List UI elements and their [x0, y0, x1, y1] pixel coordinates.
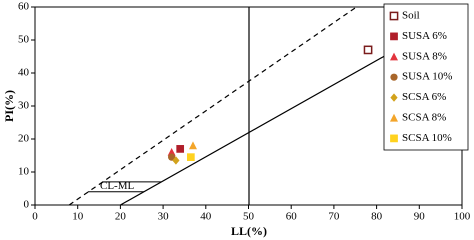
x-tick-label: 100	[454, 211, 471, 223]
legend-label: SUSA 8%	[402, 50, 447, 62]
legend-marker	[389, 11, 399, 21]
y-tick-label: 50	[18, 34, 30, 46]
x-tick-label: 0	[32, 211, 38, 223]
legend-marker	[390, 93, 398, 102]
data-point	[188, 141, 197, 150]
legend-marker	[390, 52, 398, 61]
data-point	[363, 45, 373, 55]
data-point	[168, 153, 176, 161]
legend-label: SUSA 6%	[402, 30, 447, 42]
legend-box	[383, 3, 469, 151]
legend-marker	[390, 134, 398, 143]
legend-marker	[390, 113, 398, 122]
x-tick-label: 80	[371, 211, 383, 223]
x-axis-title: LL(%)	[231, 224, 267, 238]
y-axis-title: PI(%)	[2, 90, 16, 122]
y-tick-label: 0	[24, 199, 30, 211]
x-tick-label: 20	[115, 211, 127, 223]
x-tick-label: 40	[200, 211, 212, 223]
annotation: CL-ML	[100, 180, 135, 192]
x-tick-label: 10	[72, 211, 84, 223]
a-line	[120, 46, 401, 206]
x-tick-label: 50	[243, 211, 255, 223]
data-point	[172, 156, 180, 165]
u-line	[68, 6, 357, 206]
legend-marker	[390, 32, 398, 41]
legend-label: SCSA 6%	[402, 91, 446, 103]
y-tick-label: 30	[18, 100, 30, 112]
y-tick-label: 60	[18, 1, 30, 13]
legend-label: SUSA 10%	[402, 71, 452, 83]
data-point	[167, 148, 176, 156]
x-tick-label: 90	[414, 211, 426, 223]
x-tick-label: 30	[158, 211, 170, 223]
legend-label: Soil	[402, 10, 420, 22]
x-tick-label: 70	[328, 211, 340, 223]
legend-marker	[390, 73, 398, 81]
y-tick-label: 10	[18, 166, 30, 178]
y-tick-label: 20	[18, 133, 30, 145]
x-tick-label: 60	[286, 211, 298, 223]
data-point	[187, 153, 195, 162]
y-tick-label: 40	[18, 67, 30, 79]
legend-label: SCSA 10%	[402, 132, 452, 144]
data-point	[176, 145, 185, 153]
legend-label: SCSA 8%	[402, 112, 446, 124]
